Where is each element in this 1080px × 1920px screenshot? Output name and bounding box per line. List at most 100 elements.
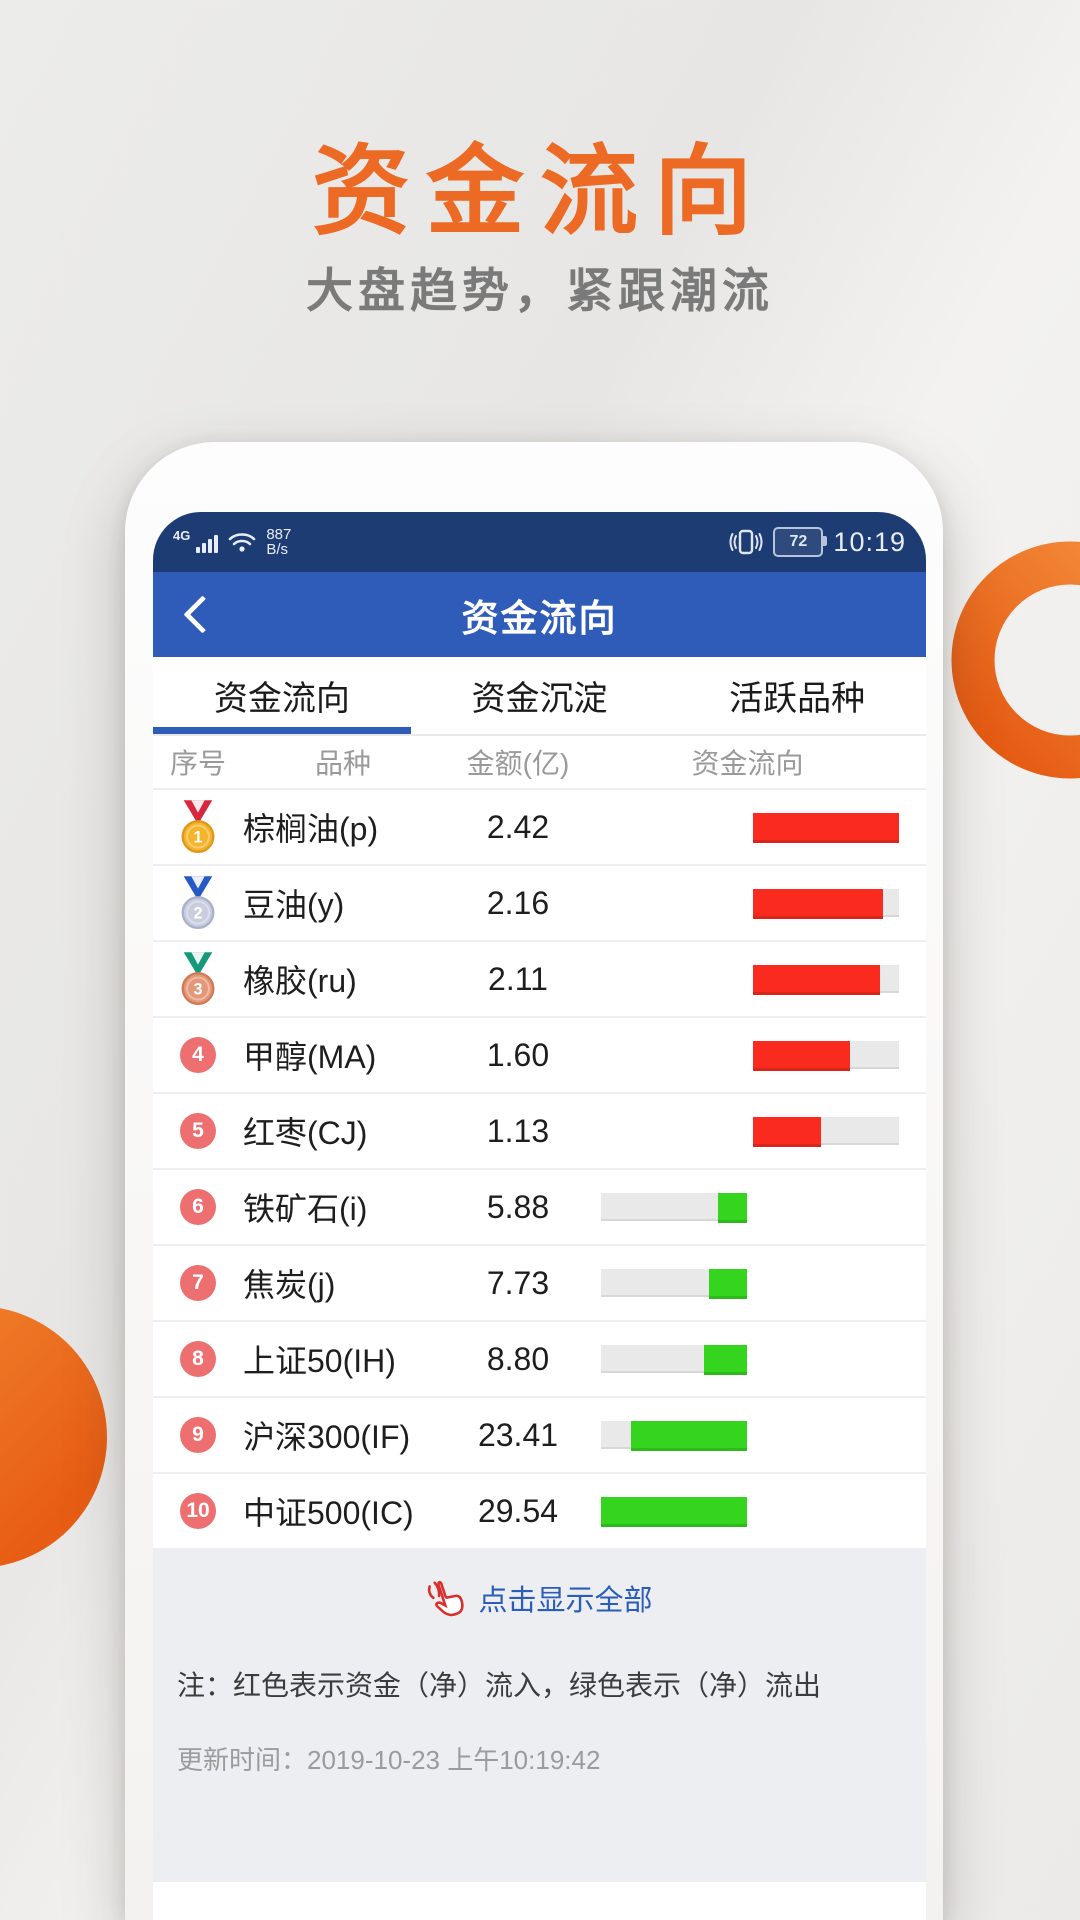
- flow-bar: [601, 1497, 902, 1527]
- rank-cell: 10: [153, 1493, 243, 1529]
- table-row[interactable]: 5 红枣(CJ) 1.13: [153, 1094, 926, 1170]
- wifi-icon: [229, 533, 256, 552]
- network-type-label: 4G: [173, 527, 191, 543]
- tab-label: 资金沉淀: [471, 680, 608, 718]
- table-header: 序号 品种 金额(亿) 资金流向: [153, 736, 926, 790]
- table-row[interactable]: 8 上证50(IH) 8.80: [153, 1322, 926, 1398]
- table-row[interactable]: 1 棕榈油(p) 2.42: [153, 790, 926, 866]
- amount-value: 2.16: [486, 884, 550, 921]
- commodity-name: 铁矿石(i): [243, 1191, 368, 1227]
- flow-bar: [601, 1269, 902, 1299]
- table-row[interactable]: 3 橡胶(ru) 2.11: [153, 942, 926, 1018]
- flow-bar: [601, 889, 902, 919]
- amount-value: 1.13: [486, 1112, 550, 1149]
- svg-text:1: 1: [193, 829, 202, 847]
- amount-value: 1.60: [486, 1036, 550, 1073]
- rank-cell: 8: [153, 1341, 243, 1377]
- tab-资金沉淀[interactable]: 资金沉淀: [411, 657, 669, 734]
- orange-ring-decoration: [951, 541, 1080, 779]
- table-row[interactable]: 10 中证500(IC) 29.54: [153, 1474, 926, 1550]
- chevron-left-icon: [182, 595, 222, 634]
- table-row[interactable]: 6 铁矿石(i) 5.88: [153, 1170, 926, 1246]
- outflow-bar: [601, 1193, 747, 1223]
- rank-cell: 1: [153, 800, 243, 854]
- commodity-name: 焦炭(j): [243, 1267, 336, 1303]
- flow-bar: [601, 1345, 902, 1375]
- header-name: 品种: [314, 748, 371, 779]
- amount-value: 29.54: [477, 1492, 559, 1529]
- flow-bar: [601, 1193, 902, 1223]
- flow-bar: [601, 965, 902, 995]
- rank-badge: 9: [180, 1417, 216, 1453]
- tab-label: 活跃品种: [729, 680, 866, 718]
- commodity-name: 上证50(IH): [243, 1343, 396, 1379]
- back-button[interactable]: [167, 572, 237, 657]
- commodity-name: 棕榈油(p): [243, 811, 379, 847]
- status-bar: 4G 887 B/s 72 10:19: [153, 512, 926, 572]
- phone-screen: 4G 887 B/s 72 10:19: [153, 512, 926, 1920]
- inflow-bar: [753, 965, 899, 995]
- table-row[interactable]: 7 焦炭(j) 7.73: [153, 1246, 926, 1322]
- inflow-bar: [753, 889, 899, 919]
- table-row[interactable]: 9 沪深300(IF) 23.41: [153, 1398, 926, 1474]
- battery-icon: 72: [773, 527, 828, 557]
- tab-label: 资金流向: [213, 680, 350, 718]
- table-body: 1 棕榈油(p) 2.42 2 豆油(y) 2.16: [153, 790, 926, 1550]
- amount-value: 23.41: [477, 1416, 559, 1453]
- show-all-button[interactable]: 点击显示全部: [153, 1576, 926, 1620]
- outflow-bar: [601, 1421, 747, 1451]
- page-title: 资金流向: [311, 136, 768, 246]
- rank-cell: 6: [153, 1189, 243, 1225]
- rank-badge: 10: [180, 1493, 216, 1529]
- amount-value: 2.42: [486, 808, 550, 845]
- rank-badge: 6: [180, 1189, 216, 1225]
- rank-cell: 3: [153, 952, 243, 1006]
- nav-bar: 资金流向: [153, 572, 926, 657]
- rank-cell: 2: [153, 876, 243, 930]
- page-subtitle: 大盘趋势，紧跟潮流: [306, 264, 774, 317]
- header-seq: 序号: [169, 748, 226, 779]
- flow-bar: [601, 1041, 902, 1071]
- header-amount: 金额(亿): [466, 748, 570, 779]
- tap-hand-icon: [428, 1580, 465, 1617]
- rank-cell: 5: [153, 1113, 243, 1149]
- commodity-name: 豆油(y): [243, 887, 345, 923]
- commodity-name: 甲醇(MA): [243, 1039, 377, 1075]
- flow-bar: [601, 1117, 902, 1147]
- vibrate-icon: [729, 529, 763, 555]
- table-row[interactable]: 4 甲醇(MA) 1.60: [153, 1018, 926, 1094]
- inflow-bar: [753, 813, 899, 843]
- show-all-label: 点击显示全部: [478, 1585, 653, 1617]
- commodity-name: 沪深300(IF): [243, 1419, 411, 1455]
- signal-strength-icon: [196, 535, 219, 553]
- rank-badge: 4: [180, 1037, 216, 1073]
- battery-level: 72: [789, 533, 808, 550]
- rank-cell: 4: [153, 1037, 243, 1073]
- tab-活跃品种[interactable]: 活跃品种: [668, 657, 926, 734]
- medal-silver-icon: 2: [181, 876, 215, 930]
- header-flow: 资金流向: [691, 748, 804, 779]
- legend-note: 注：红色表示资金（净）流入，绿色表示（净）流出: [177, 1670, 822, 1701]
- tabs: 资金流向 资金沉淀 活跃品种: [153, 657, 926, 736]
- amount-value: 2.11: [488, 960, 548, 997]
- phone-mockup: 4G 887 B/s 72 10:19: [125, 442, 943, 1920]
- commodity-name: 橡胶(ru): [243, 963, 357, 999]
- outflow-bar: [601, 1345, 747, 1375]
- inflow-bar: [753, 1117, 899, 1147]
- rank-badge: 7: [180, 1265, 216, 1301]
- network-speed: 887 B/s: [266, 526, 292, 558]
- svg-text:3: 3: [193, 981, 202, 999]
- table-row[interactable]: 2 豆油(y) 2.16: [153, 866, 926, 942]
- rank-badge: 5: [180, 1113, 216, 1149]
- medal-bronze-icon: 3: [181, 952, 215, 1006]
- outflow-bar: [601, 1269, 747, 1299]
- rank-cell: 9: [153, 1417, 243, 1453]
- rank-cell: 7: [153, 1265, 243, 1301]
- amount-value: 7.73: [486, 1264, 550, 1301]
- commodity-name: 红枣(CJ): [243, 1115, 368, 1151]
- flow-bar: [601, 1421, 902, 1451]
- orange-circle-decoration: [0, 1306, 107, 1568]
- tab-资金流向[interactable]: 资金流向: [153, 657, 411, 734]
- status-time: 10:19: [833, 526, 906, 557]
- outflow-bar: [601, 1497, 747, 1527]
